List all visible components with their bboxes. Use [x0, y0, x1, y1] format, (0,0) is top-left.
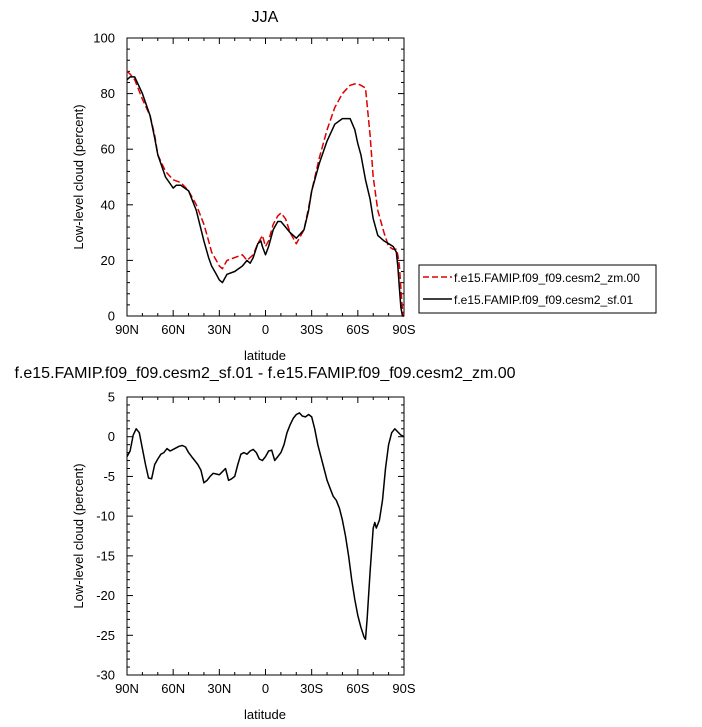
- bottom-x-axis-label: latitude: [244, 707, 286, 722]
- x-tick-label: 30N: [207, 681, 231, 696]
- y-tick-label: 5: [108, 390, 115, 405]
- series-line-0: [126, 70, 405, 317]
- y-tick-label: 80: [101, 86, 115, 101]
- y-tick-label: -25: [96, 628, 115, 643]
- bottom-y-axis-label: Low-level cloud (percent): [71, 463, 86, 608]
- y-tick-label: -5: [103, 469, 115, 484]
- bottom-axis-ticks: 90N 60N 30N 0 30S 60S 90S -30 -25 -20 -15 -10 -5 0 5: [96, 390, 416, 697]
- x-tick-label: 90S: [392, 322, 415, 337]
- y-tick-label: -20: [96, 588, 115, 603]
- bottom-panel-difference: f.e15.FAMIP.f09_f09.cesm2_sf.01 - f.e15.…: [14, 365, 515, 722]
- x-tick-label: 30S: [300, 681, 323, 696]
- y-tick-label: 100: [93, 31, 115, 46]
- x-tick-label: 30N: [207, 322, 231, 337]
- x-tick-label: 0: [262, 322, 269, 337]
- legend-box: [418, 264, 657, 314]
- y-tick-label: 20: [101, 253, 115, 268]
- top-panel-climatology: JJA 90N 60N 30N 0 30S 60S 90S 0 20 40 60 80 100 lati…: [71, 9, 657, 363]
- bottom-series-lines: [126, 412, 405, 641]
- x-tick-label: 90N: [115, 322, 139, 337]
- y-tick-label: 40: [101, 197, 115, 212]
- series-line-0: [126, 412, 405, 641]
- x-tick-label: 90S: [392, 681, 415, 696]
- x-tick-label: 60N: [161, 322, 185, 337]
- x-tick-label: 90N: [115, 681, 139, 696]
- y-tick-label: 0: [108, 429, 115, 444]
- top-axis-ticks: 90N 60N 30N 0 30S 60S 90S 0 20 40 60 80 100: [93, 31, 416, 338]
- x-tick-label: 60S: [346, 322, 369, 337]
- x-tick-label: 60N: [161, 681, 185, 696]
- y-tick-label: 0: [108, 309, 115, 324]
- legend: f.e15.FAMIP.f09_f09.cesm2_zm.00 f.e15.FA…: [418, 264, 657, 314]
- top-y-axis-label: Low-level cloud (percent): [71, 104, 86, 249]
- legend-label-sf: f.e15.FAMIP.f09_f09.cesm2_sf.01: [454, 293, 634, 307]
- x-tick-label: 30S: [300, 322, 323, 337]
- series-line-1: [126, 76, 404, 317]
- top-x-axis-label: latitude: [244, 348, 286, 363]
- x-tick-label: 60S: [346, 681, 369, 696]
- y-tick-label: -15: [96, 548, 115, 563]
- top-series-lines: [126, 70, 405, 317]
- legend-label-zm: f.e15.FAMIP.f09_f09.cesm2_zm.00: [454, 271, 640, 285]
- y-tick-label: -10: [96, 509, 115, 524]
- y-tick-label: -30: [96, 668, 115, 683]
- bottom-panel-title: f.e15.FAMIP.f09_f09.cesm2_sf.01 - f.e15.…: [14, 365, 515, 382]
- y-tick-label: 60: [101, 142, 115, 157]
- top-panel-title: JJA: [252, 9, 279, 26]
- top-plot-frame: [126, 37, 405, 317]
- x-tick-label: 0: [262, 681, 269, 696]
